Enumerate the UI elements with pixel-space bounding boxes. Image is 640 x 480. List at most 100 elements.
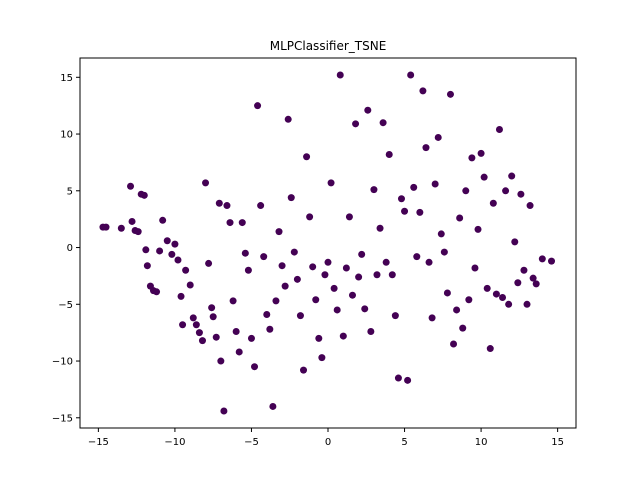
- scatter-point: [263, 311, 271, 318]
- plot-area-frame: [79, 57, 577, 429]
- scatter-point: [321, 271, 329, 279]
- x-tick-label: −10: [164, 437, 185, 448]
- x-tick-label: 5: [401, 437, 407, 448]
- scatter-point: [202, 179, 210, 187]
- scatter-point: [394, 374, 402, 382]
- scatter-point: [278, 262, 286, 270]
- scatter-point: [508, 172, 516, 180]
- scatter-point: [315, 334, 323, 342]
- scatter-point: [217, 357, 225, 365]
- scatter-point: [379, 119, 387, 127]
- scatter-point: [327, 179, 335, 187]
- scatter-point: [376, 224, 384, 232]
- scatter-point: [370, 186, 378, 194]
- scatter-point: [358, 250, 366, 258]
- scatter-point: [143, 262, 151, 270]
- scatter-point: [471, 264, 479, 272]
- scatter-point: [192, 321, 200, 329]
- scatter-point: [514, 279, 522, 287]
- scatter-point: [254, 102, 262, 110]
- y-tick-label: 15: [60, 73, 73, 84]
- scatter-point: [215, 199, 223, 207]
- scatter-point: [477, 149, 485, 157]
- scatter-point: [205, 259, 213, 267]
- scatter-point: [339, 332, 347, 340]
- scatter-point: [446, 90, 454, 98]
- scatter-point: [453, 306, 461, 314]
- scatter-point: [495, 126, 503, 133]
- scatter-point: [548, 257, 556, 265]
- scatter-point: [312, 296, 320, 304]
- scatter-point: [235, 348, 243, 356]
- scatter-point: [198, 337, 206, 345]
- scatter-point: [281, 282, 289, 290]
- scatter-point: [382, 258, 390, 266]
- scatter-point: [303, 153, 311, 161]
- scatter-point: [247, 334, 255, 342]
- y-tick-label: −15: [52, 413, 73, 424]
- scatter-point: [142, 246, 150, 254]
- scatter-point: [459, 324, 467, 332]
- scatter-point: [465, 296, 473, 304]
- scatter-point: [159, 216, 167, 224]
- scatter-point: [272, 297, 280, 305]
- scatter-point: [223, 202, 231, 210]
- scatter-points: [99, 71, 556, 415]
- scatter-point: [410, 183, 418, 191]
- scatter-point: [306, 213, 314, 221]
- scatter-point: [153, 288, 161, 296]
- scatter-point: [529, 274, 537, 282]
- x-tick-label: −5: [244, 437, 259, 448]
- scatter-point: [174, 256, 182, 264]
- scatter-point: [434, 133, 442, 141]
- scatter-point: [462, 187, 470, 195]
- scatter-point: [468, 154, 476, 162]
- scatter-point: [538, 255, 546, 263]
- scatter-point: [425, 258, 433, 266]
- scatter-point: [336, 71, 344, 79]
- scatter-point: [284, 115, 292, 123]
- scatter-point: [526, 202, 534, 210]
- scatter-point: [241, 249, 249, 257]
- y-tick-label: −10: [52, 357, 73, 368]
- scatter-point: [156, 247, 164, 255]
- scatter-point: [168, 250, 176, 258]
- scatter-point: [220, 407, 228, 415]
- chart-title: MLPClassifier_TSNE: [270, 39, 387, 53]
- scatter-point: [407, 71, 415, 79]
- y-tick-label: −5: [58, 300, 73, 311]
- x-tick-label: −15: [88, 437, 109, 448]
- scatter-point: [422, 144, 430, 152]
- x-tick-label: 10: [475, 437, 488, 448]
- scatter-point: [209, 313, 217, 321]
- scatter-point: [361, 305, 369, 313]
- scatter-point: [318, 354, 326, 362]
- scatter-point: [502, 187, 510, 195]
- scatter-point: [345, 213, 353, 221]
- scatter-point: [413, 253, 421, 261]
- scatter-point: [182, 266, 190, 274]
- scatter-point: [290, 248, 298, 256]
- scatter-point: [238, 219, 246, 227]
- scatter-point: [474, 225, 482, 233]
- scatter-point: [140, 191, 148, 199]
- x-tick-label: 15: [551, 437, 564, 448]
- scatter-point: [186, 281, 194, 289]
- scatter-point: [352, 120, 360, 128]
- scatter-point: [355, 273, 363, 281]
- scatter-point: [523, 300, 531, 308]
- scatter-point: [232, 328, 240, 336]
- scatter-point: [309, 263, 317, 271]
- y-tick-label: 5: [67, 186, 73, 197]
- scatter-point: [486, 345, 494, 353]
- scatter-point: [287, 194, 295, 202]
- scatter-point: [443, 289, 451, 297]
- scatter-point: [483, 284, 491, 292]
- scatter-point: [195, 329, 203, 337]
- scatter-point: [293, 275, 301, 283]
- scatter-point: [229, 297, 237, 305]
- axis-ticks: −15 −10 −5 0 5 10 15 −15 −10 −5 0 5 10 15: [52, 73, 564, 448]
- scatter-point: [492, 290, 500, 298]
- scatter-point: [532, 280, 540, 288]
